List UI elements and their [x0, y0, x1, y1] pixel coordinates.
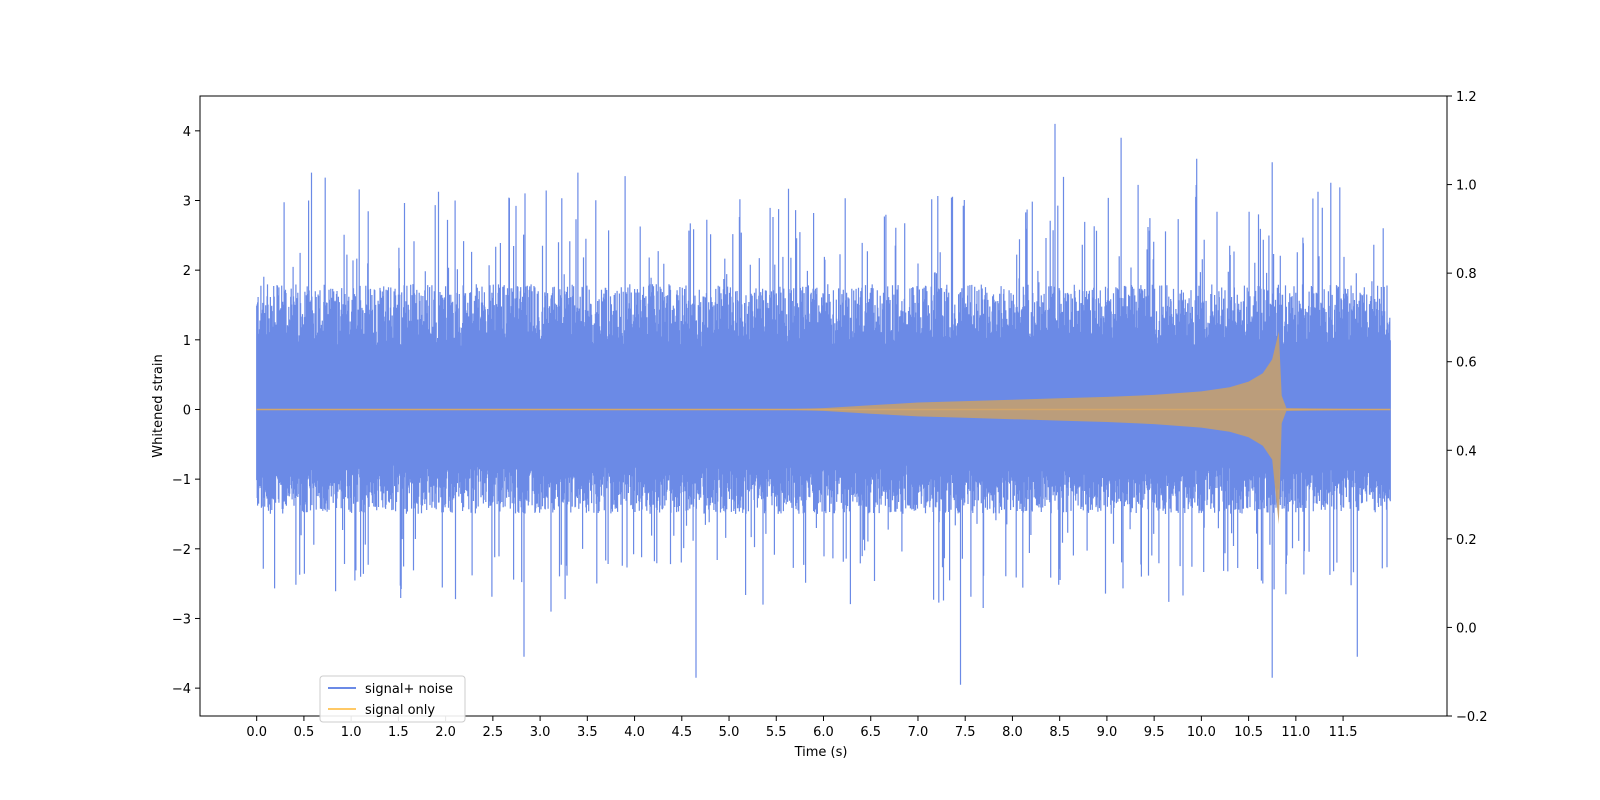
x-tick-label: 11.5: [1329, 725, 1358, 740]
x-tick-label: 3.0: [530, 725, 551, 740]
x-tick-label: 9.5: [1144, 725, 1165, 740]
y-tick-label: −3: [172, 612, 191, 627]
y2-tick-label: −0.2: [1456, 710, 1488, 725]
legend-label-noise: signal+ noise: [365, 682, 453, 697]
legend-label-signal: signal only: [365, 703, 435, 718]
x-axis: 0.0 0.5 1.0 1.5 2.0 2.5 3.0 3.5 4.0 4.5 5.0 5.5 6.0 6…: [246, 716, 1358, 740]
y2-tick-label: 0.0: [1456, 621, 1477, 636]
y-axis-right: −0.2 0.0 0.2 0.4 0.6 0.8 1.0 1.2: [1447, 90, 1488, 725]
x-tick-label: 5.5: [766, 725, 787, 740]
x-tick-label: 5.0: [719, 725, 740, 740]
y2-tick-label: 0.4: [1456, 444, 1477, 459]
y2-tick-label: 1.0: [1456, 179, 1477, 194]
x-tick-label: 10.5: [1234, 725, 1263, 740]
x-tick-label: 7.5: [955, 725, 976, 740]
x-axis-label: Time (s): [794, 745, 848, 760]
x-tick-label: 9.0: [1097, 725, 1118, 740]
y-tick-label: 3: [183, 194, 191, 209]
legend: signal+ noise signal only: [319, 675, 466, 723]
x-tick-label: 6.5: [860, 725, 881, 740]
x-tick-label: 10.0: [1187, 725, 1216, 740]
y2-tick-label: 1.2: [1456, 90, 1477, 105]
x-tick-label: 1.5: [388, 725, 409, 740]
x-tick-label: 0.0: [246, 725, 267, 740]
legend-box: [319, 675, 466, 723]
y-tick-label: 4: [183, 125, 191, 140]
y-tick-label: 0: [183, 403, 191, 418]
x-tick-label: 7.0: [908, 725, 929, 740]
x-tick-label: 3.5: [577, 725, 598, 740]
y-axis-label: Whitened strain: [151, 354, 166, 457]
x-tick-label: 8.5: [1049, 725, 1070, 740]
x-tick-label: 1.0: [341, 725, 362, 740]
x-tick-label: 2.0: [435, 725, 456, 740]
y2-tick-label: 0.6: [1456, 356, 1477, 371]
y-axis-left: −4 −3 −2 −1 0 1 2 3 4: [172, 125, 200, 697]
x-tick-label: 6.0: [813, 725, 834, 740]
y-tick-label: −1: [172, 473, 191, 488]
x-tick-label: 11.0: [1281, 725, 1310, 740]
y-tick-label: −4: [172, 682, 191, 697]
x-tick-label: 4.5: [671, 725, 692, 740]
signal-series: [256, 331, 1391, 525]
x-tick-label: 8.0: [1002, 725, 1023, 740]
signal-envelope: [256, 331, 1391, 525]
x-tick-label: 4.0: [624, 725, 645, 740]
x-tick-label: 2.5: [483, 725, 504, 740]
y-tick-label: −2: [172, 543, 191, 558]
y2-tick-label: 0.8: [1456, 267, 1477, 282]
y-tick-label: 1: [183, 334, 191, 349]
x-tick-label: 0.5: [294, 725, 315, 740]
y-tick-label: 2: [183, 264, 191, 279]
y2-tick-label: 0.2: [1456, 533, 1477, 548]
